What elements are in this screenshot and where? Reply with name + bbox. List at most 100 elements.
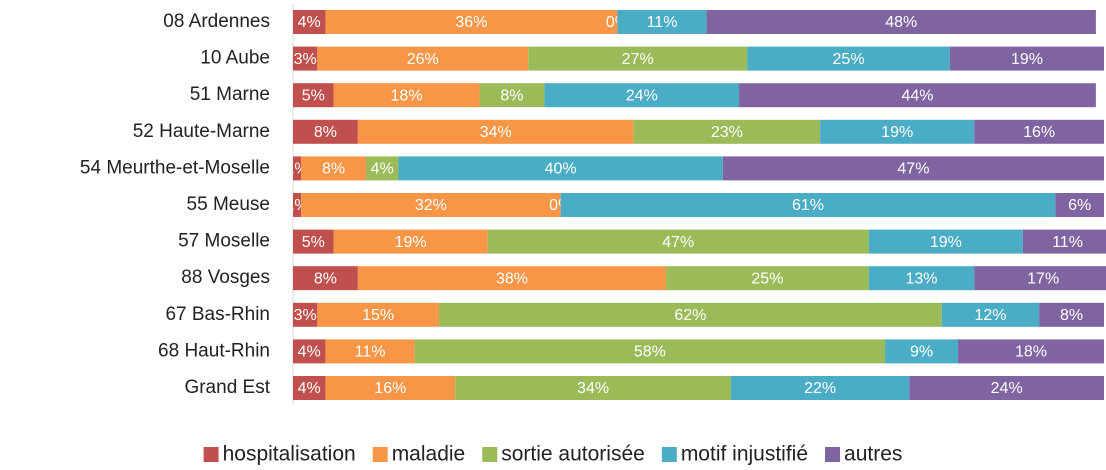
data-label: 19% <box>881 124 913 141</box>
bar-segment <box>293 302 318 327</box>
bar-segment <box>293 10 326 34</box>
data-label: 44% <box>901 87 933 104</box>
data-label: 32% <box>415 197 447 214</box>
category-label: 52 Haute-Marne <box>133 121 270 142</box>
bar-segment <box>398 156 723 181</box>
data-label: 23% <box>711 124 743 141</box>
bar-segment <box>317 46 529 71</box>
data-label: 8% <box>322 161 345 178</box>
data-label: 8% <box>500 87 523 104</box>
data-label: 27% <box>622 51 654 68</box>
bar-segment <box>958 339 1104 364</box>
legend-swatch <box>482 447 498 462</box>
category-label: 54 Meurthe-et-Moselle <box>80 157 270 178</box>
bar-segment <box>479 83 545 108</box>
bar-segment <box>974 266 1106 291</box>
bar-segment <box>747 46 950 71</box>
bar-segment <box>909 376 1104 400</box>
data-label: 61% <box>792 197 824 214</box>
data-label: 8% <box>314 270 337 287</box>
data-label: 11% <box>1052 234 1083 251</box>
data-label: 8% <box>1060 307 1083 324</box>
bar-segment <box>487 229 869 254</box>
category-label: 08 Ardennes <box>163 11 270 32</box>
bar-segment <box>293 376 326 400</box>
legend-swatch <box>372 447 388 462</box>
data-label: 11% <box>355 344 386 361</box>
bar-segment <box>293 156 302 181</box>
data-label: 4% <box>371 161 394 178</box>
legend-swatch <box>825 447 841 462</box>
bar-segment <box>325 376 456 400</box>
bar-segment <box>325 339 415 364</box>
data-label: 34% <box>480 124 512 141</box>
data-label: 24% <box>991 380 1023 397</box>
bar-segment <box>949 46 1104 71</box>
bar-segment <box>293 266 358 291</box>
bar-segment <box>293 83 334 108</box>
legend: hospitalisation maladie sortie autorisée mo… <box>203 443 902 466</box>
data-label: 8% <box>314 124 337 141</box>
bar-segment <box>633 119 821 144</box>
bar-segment <box>333 229 488 254</box>
data-label: 4% <box>298 380 321 397</box>
data-label: 24% <box>626 87 658 104</box>
bar-segment <box>317 302 439 327</box>
data-label: 18% <box>391 87 423 104</box>
legend-swatch <box>203 447 219 462</box>
data-label: 1% <box>285 161 308 178</box>
bar-segment <box>293 229 334 254</box>
bar-segment <box>730 376 910 400</box>
bar-segment <box>293 46 318 71</box>
data-label: 40% <box>545 161 577 178</box>
data-label: 16% <box>1023 124 1055 141</box>
category-label: 55 Meuse <box>187 194 270 215</box>
data-label: 36% <box>455 14 487 31</box>
data-label: 34% <box>577 380 609 397</box>
data-label: 38% <box>496 270 528 287</box>
data-label: 5% <box>302 234 325 251</box>
bar-segment <box>941 302 1040 327</box>
data-label: 19% <box>395 234 427 251</box>
data-label: 25% <box>751 270 783 287</box>
data-label: 62% <box>674 307 706 324</box>
data-label: 47% <box>897 161 929 178</box>
bar-segment <box>544 83 740 108</box>
bar-segment <box>293 193 302 217</box>
bar-segment <box>560 193 1056 217</box>
data-label: 5% <box>302 87 325 104</box>
bar-segment <box>666 266 869 291</box>
category-label: Grand Est <box>184 377 270 398</box>
category-label: 88 Vosges <box>181 267 270 288</box>
data-label: 19% <box>1011 51 1043 68</box>
bar-segment <box>293 339 326 364</box>
category-label: 67 Bas-Rhin <box>165 304 270 325</box>
bar-segment <box>365 156 399 181</box>
bar-segment <box>301 156 366 181</box>
data-label: 4% <box>298 14 321 31</box>
category-label: 51 Marne <box>190 84 270 105</box>
legend-label: maladie <box>392 443 466 466</box>
data-label: 13% <box>906 270 938 287</box>
legend-label: sortie autorisée <box>501 443 645 466</box>
data-label: 17% <box>1027 270 1059 287</box>
bar-segment <box>885 339 959 364</box>
data-label: 22% <box>804 380 836 397</box>
data-label: 3% <box>294 307 317 324</box>
data-label: 16% <box>374 380 406 397</box>
data-label: 58% <box>634 344 666 361</box>
bar-segment <box>438 302 942 327</box>
bar-segment <box>868 229 1023 254</box>
data-label: 3% <box>294 51 317 68</box>
data-label: 11% <box>647 14 678 31</box>
bar-segment <box>357 119 634 144</box>
data-label: 15% <box>362 307 394 324</box>
data-label: 18% <box>1015 344 1047 361</box>
bar-segment <box>706 10 1096 34</box>
bar-segment <box>455 376 731 400</box>
bar-segment <box>868 266 975 291</box>
category-label: 68 Haut-Rhin <box>158 340 270 361</box>
bar-segment <box>414 339 886 364</box>
legend-label: motif injustifié <box>681 443 808 466</box>
